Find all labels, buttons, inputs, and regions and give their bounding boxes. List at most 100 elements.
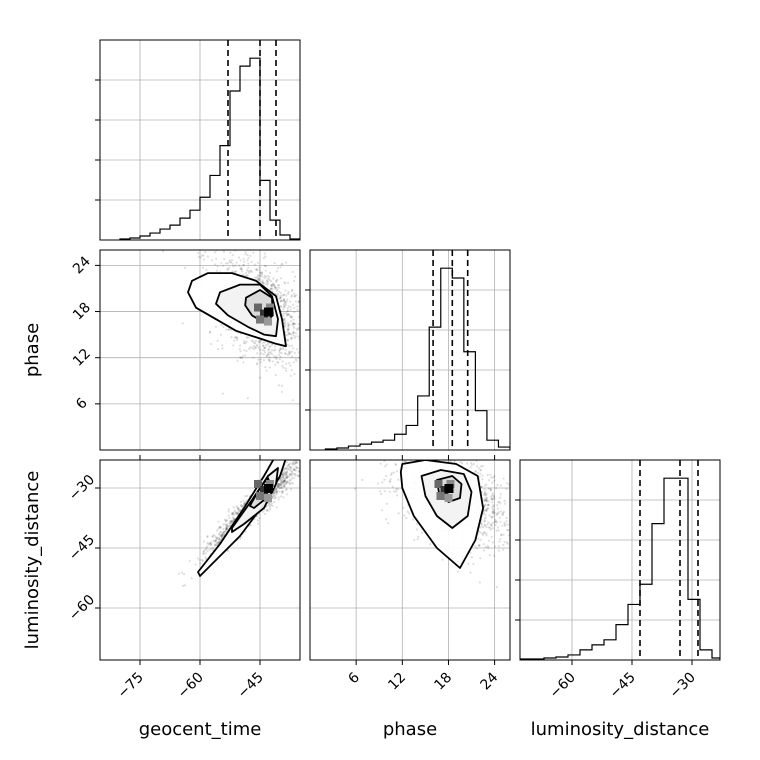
panel-geocent_time-vs-luminosity_distance-sample-point <box>306 460 308 462</box>
panel-geocent_time-vs-phase-sample-point <box>244 341 247 345</box>
panel-phase-vs-luminosity_distance-sample-point <box>419 457 421 459</box>
panel-geocent_time-vs-phase-sample-point <box>290 336 293 339</box>
panel-geocent_time-vs-phase-sample-point <box>202 266 205 269</box>
panel-geocent_time-vs-phase-sample-point <box>289 308 292 311</box>
panel-geocent_time-vs-luminosity_distance-sample-point <box>280 484 283 487</box>
panel-geocent_time-vs-luminosity_distance-sample-point <box>307 458 309 460</box>
panel-geocent_time-vs-phase-sample-point <box>264 351 267 354</box>
panel-phase-vs-luminosity_distance-sample-point <box>405 437 407 439</box>
panel-geocent_time-vs-phase-sample-point <box>278 349 281 352</box>
panel-phase-vs-luminosity_distance-sample-point <box>487 487 490 490</box>
hist-luminosity_distance-grid <box>571 460 693 660</box>
panel-geocent_time-vs-phase-sample-point <box>293 306 296 310</box>
panel-geocent_time-vs-luminosity_distance-sample-point <box>236 511 239 515</box>
panel-geocent_time-vs-luminosity_distance-sample-point <box>274 495 277 498</box>
panel-geocent_time-vs-luminosity_distance-sample-point <box>292 467 296 470</box>
panel-phase-vs-luminosity_distance-sample-point <box>388 490 391 493</box>
hist-luminosity_distance-frame <box>519 459 721 661</box>
panel-geocent_time-vs-phase-sample-point <box>264 346 267 349</box>
panel-geocent_time-vs-phase-sample-point <box>264 275 267 278</box>
panel-geocent_time-vs-phase-sample-point <box>265 369 268 372</box>
panel-geocent_time-vs-phase-sample-point <box>286 339 289 342</box>
panel-geocent_time-vs-luminosity_distance-sample-point <box>243 501 246 504</box>
panel-phase-vs-luminosity_distance-sample-point <box>428 446 430 448</box>
panel-geocent_time-vs-phase-sample-point <box>288 313 291 316</box>
panel-geocent_time-vs-phase-sample-point <box>268 271 272 274</box>
panel-phase-vs-luminosity_distance-sample-point <box>470 461 473 464</box>
panel-geocent_time-vs-luminosity_distance-sample-point <box>245 494 249 498</box>
panel-geocent_time-vs-luminosity_distance-sample-point <box>279 482 282 485</box>
panel-phase-vs-luminosity_distance-sample-point <box>408 452 410 454</box>
hist-phase-grid <box>355 250 496 450</box>
panel-geocent_time-vs-luminosity_distance-sample-point <box>299 450 301 452</box>
panel-geocent_time-vs-phase-sample-point <box>292 334 295 337</box>
panel-geocent_time-vs-phase-sample-point <box>269 287 272 290</box>
panel-geocent_time-vs-phase-sample-point <box>286 310 289 313</box>
panel-phase-vs-luminosity_distance-sample-point <box>431 447 433 449</box>
panel-phase-vs-luminosity_distance-sample-point <box>475 456 477 458</box>
panel-geocent_time-vs-phase-sample-point <box>263 282 266 285</box>
panel-geocent_time-vs-phase-sample-point <box>282 319 285 322</box>
panel-geocent_time-vs-luminosity_distance-sample-point <box>310 452 312 454</box>
panel-geocent_time-vs-phase-sample-point <box>287 324 290 327</box>
panel-geocent_time-vs-luminosity_distance-sample-point <box>290 470 293 473</box>
panel-geocent_time-vs-phase-sample-point <box>288 345 291 348</box>
panel-geocent_time-vs-phase-sample-point <box>336 339 338 341</box>
panel-geocent_time-vs-luminosity_distance-sample-point <box>229 522 232 525</box>
panel-geocent_time-vs-luminosity_distance-sample-point <box>275 487 278 490</box>
panel-geocent_time-vs-luminosity_distance-sample-point <box>296 461 299 464</box>
panel-geocent_time-vs-luminosity_distance-sample-point <box>272 500 276 503</box>
panel-geocent_time-vs-luminosity_distance-sample-point <box>249 524 252 527</box>
panel-geocent_time-vs-phase-sample-point <box>276 278 279 281</box>
panel-geocent_time-vs-luminosity_distance-sample-point <box>225 527 228 531</box>
panel-geocent_time-vs-luminosity_distance-sample-point <box>280 486 283 489</box>
panel-geocent_time-vs-luminosity_distance-sample-point <box>230 519 234 523</box>
panel-geocent_time-vs-luminosity_distance-sample-point <box>231 516 235 519</box>
panel-phase-vs-luminosity_distance-sample-point <box>490 515 493 519</box>
panel-phase-vs-luminosity_distance-sample-point <box>499 493 502 496</box>
panel-geocent_time-vs-phase-sample-point <box>318 338 320 340</box>
panel-geocent_time-vs-phase-sample-point <box>278 290 281 293</box>
panel-phase-vs-luminosity_distance-sample-point <box>475 465 479 468</box>
panel-geocent_time-vs-phase-sample-point <box>268 358 271 361</box>
panel-geocent_time-vs-phase-sample-point <box>277 284 280 287</box>
panel-geocent_time-vs-phase-sample-point <box>288 300 291 303</box>
panel-geocent_time-vs-luminosity_distance-sample-point <box>302 456 304 458</box>
panel-geocent_time-vs-phase-sample-point <box>297 335 300 338</box>
panel-geocent_time-vs-luminosity_distance-sample-point <box>300 468 302 470</box>
panel-geocent_time-vs-phase-sample-point <box>283 301 286 304</box>
panel-geocent_time-vs-phase-sample-point <box>250 339 253 342</box>
panel-phase-vs-luminosity_distance-sample-point <box>490 498 493 501</box>
panel-geocent_time-vs-phase-sample-point <box>277 286 280 289</box>
panel-geocent_time-vs-phase-sample-point <box>292 325 295 328</box>
panel-geocent_time-vs-luminosity_distance-sample-point <box>313 444 315 446</box>
panel-phase-vs-luminosity_distance-sample-point <box>397 478 400 481</box>
panel-geocent_time-vs-phase-sample-point <box>326 372 328 374</box>
panel-geocent_time-vs-luminosity_distance-sample-point <box>280 481 283 485</box>
xtick-label-phase: 18 <box>431 670 455 694</box>
panel-geocent_time-vs-luminosity_distance-sample-point <box>212 534 215 537</box>
panel-phase-vs-luminosity_distance-sample-point <box>501 512 504 516</box>
panel-phase-vs-luminosity_distance-sample-point <box>437 446 439 448</box>
panel-geocent_time-vs-phase-sample-point <box>283 298 286 301</box>
panel-geocent_time-vs-phase-sample-point <box>279 355 282 358</box>
panel-geocent_time-vs-phase-sample-point <box>288 333 291 336</box>
panel-geocent_time-vs-luminosity_distance-sample-point <box>231 520 234 523</box>
panel-phase-vs-luminosity_distance-sample-point <box>393 450 395 452</box>
panel-geocent_time-vs-phase-sample-point <box>254 346 257 349</box>
panel-geocent_time-vs-luminosity_distance-sample-point <box>183 573 186 576</box>
panel-phase-vs-luminosity_distance-sample-point <box>385 518 388 521</box>
panel-phase-vs-luminosity_distance-sample-point <box>417 439 419 441</box>
panel-geocent_time-vs-luminosity_distance-sample-point <box>282 475 285 478</box>
panel-geocent_time-vs-luminosity_distance-sample-point <box>262 510 265 513</box>
panel-phase-vs-luminosity_distance-sample-point <box>502 548 505 551</box>
panel-phase-vs-luminosity_distance-sample-point <box>474 469 477 473</box>
panel-geocent_time-vs-luminosity_distance-sample-point <box>230 512 233 515</box>
panel-geocent_time-vs-luminosity_distance-sample-point <box>201 558 204 562</box>
panel-geocent_time-vs-luminosity_distance-sample-point <box>236 506 239 509</box>
panel-phase-vs-luminosity_distance-sample-point <box>415 438 417 440</box>
panel-phase-vs-luminosity_distance-sample-point <box>479 538 482 542</box>
panel-geocent_time-vs-phase-sample-point <box>312 331 314 333</box>
panel-geocent_time-vs-phase-sample-point <box>255 363 258 366</box>
panel-geocent_time-vs-phase-sample-point <box>288 362 291 365</box>
